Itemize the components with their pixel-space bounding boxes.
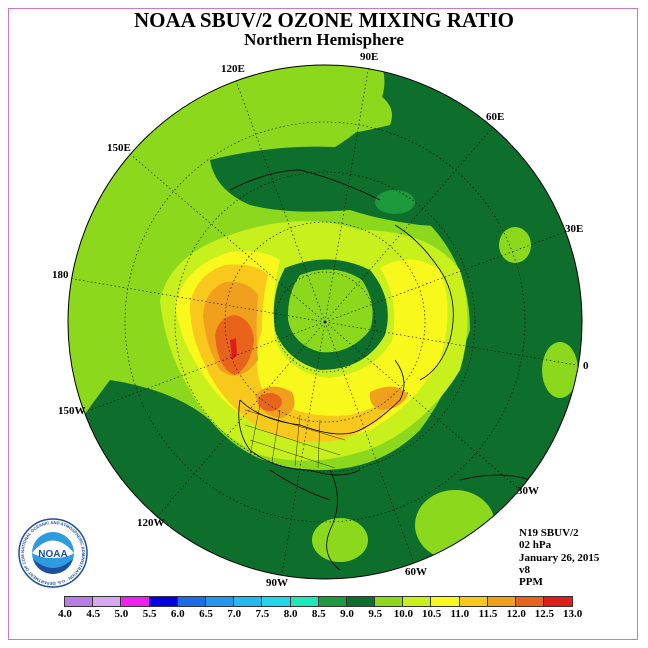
svg-text:NOAA: NOAA (38, 549, 67, 560)
colorbar-label: 7.0 (227, 608, 242, 620)
colorbar-label: 11.5 (478, 608, 498, 620)
noaa-logo: NATIONAL OCEANIC AND ATMOSPHERIC ADMINIS… (18, 518, 88, 588)
colorbar-cell (403, 597, 432, 606)
lon-label-60w: 60W (405, 566, 427, 578)
colorbar-label: 9.0 (340, 608, 354, 620)
lon-label-120e: 120E (221, 63, 245, 75)
contour-9-5-africa (542, 342, 578, 398)
colorbar-cell (431, 597, 460, 606)
contour-12-5 (230, 338, 237, 360)
lon-label-30w: 30W (517, 485, 539, 497)
colorbar-cell (544, 597, 573, 606)
colorbar-cell (121, 597, 150, 606)
colorbar (64, 596, 574, 607)
info-instrument: N19 SBUV/2 (519, 527, 579, 539)
lon-label-30e: 30E (565, 223, 584, 235)
colorbar-cell (262, 597, 291, 606)
contour-9-5-center (287, 269, 373, 353)
colorbar-cell (318, 597, 347, 606)
page-subtitle: Northern Hemisphere (244, 30, 404, 49)
colorbar-cell (149, 597, 178, 606)
lon-label-150e: 150E (107, 142, 131, 154)
colorbar-cell (234, 597, 263, 606)
lon-label-120w: 120W (137, 517, 165, 529)
colorbar-label: 8.5 (311, 608, 326, 620)
contour-12-0-b (258, 393, 282, 411)
lon-label-180: 180 (52, 269, 69, 281)
colorbar-label: 10.0 (393, 608, 414, 620)
colorbar-cell (487, 597, 516, 606)
colorbar-cell (516, 597, 545, 606)
colorbar-label: 4.5 (86, 608, 101, 620)
colorbar-label: 5.5 (142, 608, 157, 620)
colorbar-label: 6.0 (170, 608, 185, 620)
lon-label-60e: 60E (486, 111, 505, 123)
colorbar-label: 9.5 (368, 608, 383, 620)
page-title: NOAA SBUV/2 OZONE MIXING RATIO (134, 8, 514, 32)
info-pressure: 02 hPa (519, 539, 552, 552)
colorbar-labels: 4.0 4.5 5.0 5.5 6.0 6.5 7.0 7.5 8.0 8.5 9.0 9.5 10.0… (0, 608, 648, 622)
lon-label-90e: 90E (360, 51, 379, 63)
contour-9-5-south-a (312, 518, 368, 562)
colorbar-label: 13.0 (562, 608, 583, 620)
lon-label-150w: 150W (58, 405, 86, 417)
colorbar-label: 12.5 (534, 608, 555, 620)
coastlines (229, 169, 531, 571)
us-state-lines (244, 404, 346, 469)
contour-9-5-north (170, 85, 392, 147)
colorbar-label: 4.0 (58, 608, 72, 620)
colorbar-label: 5.0 (114, 608, 129, 620)
colorbar-label: 6.5 (199, 608, 213, 620)
colorbar-label: 10.5 (421, 608, 442, 620)
colorbar-label: 11.0 (450, 608, 470, 620)
colorbar-cell (459, 597, 488, 606)
lon-label-90w: 90W (266, 577, 288, 589)
colorbar-cell (346, 597, 376, 606)
contour-9-5-asia (499, 227, 531, 263)
colorbar-label: 12.0 (506, 608, 526, 620)
colorbar-cell (375, 597, 404, 606)
map-boundary (67, 64, 583, 580)
colorbar-label: 7.5 (255, 608, 270, 620)
data-info: N19 SBUV/2 02 hPa January 26, 2015 v8 PP… (519, 527, 599, 588)
info-date: January 26, 2015 (519, 551, 600, 564)
colorbar-cell (205, 597, 235, 606)
colorbar-cell (65, 597, 94, 606)
colorbar-label: 8.0 (283, 608, 298, 620)
colorbar-cell (177, 597, 206, 606)
contour-8-5-north (375, 190, 415, 214)
lon-label-0: 0 (583, 360, 589, 372)
graticule (68, 65, 582, 579)
contour-11-5-c (369, 386, 408, 410)
colorbar-cell (290, 597, 319, 606)
info-version: v8 (519, 563, 530, 576)
info-units: PPM (519, 576, 543, 589)
figure-border (8, 8, 638, 640)
colorbar-cell (93, 597, 122, 606)
